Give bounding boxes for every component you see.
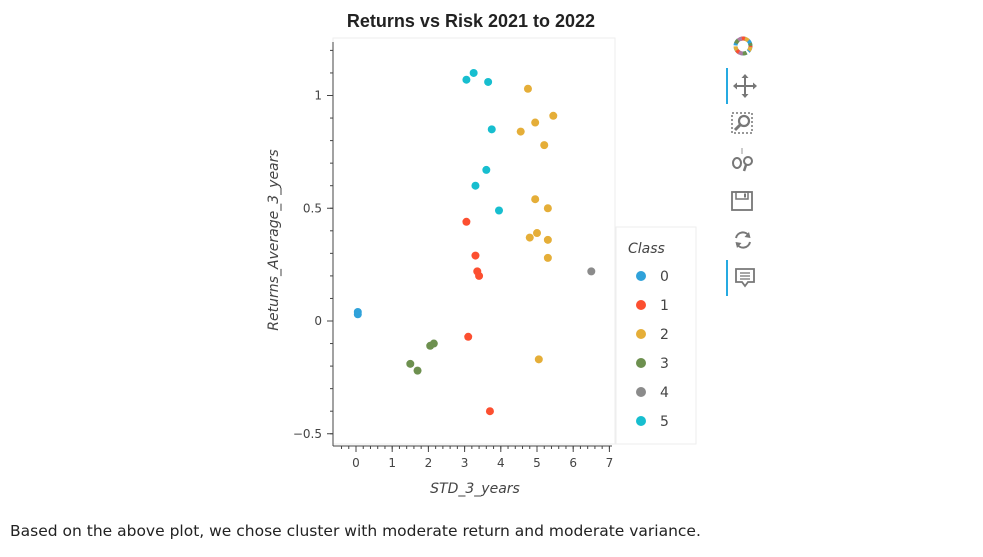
legend-marker	[636, 416, 646, 426]
legend-marker	[636, 329, 646, 339]
data-point-class-0	[353, 310, 362, 319]
y-tick-label: 1	[314, 89, 322, 103]
scatter-points	[353, 68, 596, 416]
data-point-class-1	[464, 332, 473, 341]
legend-label: 1	[660, 298, 669, 314]
plot-frame	[332, 37, 616, 445]
y-axis-ticks: −0.5 0 0.5 1	[293, 49, 333, 441]
data-point-class-2	[533, 229, 541, 238]
plot-toolbar	[722, 32, 762, 302]
data-point-class-3	[413, 366, 422, 375]
x-axis-title: STD_3_years	[430, 481, 520, 497]
data-point-class-5	[494, 206, 503, 215]
data-point-class-2	[525, 233, 534, 242]
x-tick-label: 4	[497, 456, 505, 470]
wheel-zoom-tool-icon[interactable]	[726, 148, 756, 176]
legend-title: Class	[628, 241, 665, 257]
data-point-class-2	[523, 84, 532, 93]
y-axis-title: Returns_Average_3_years	[266, 149, 282, 330]
data-point-class-2	[534, 355, 543, 364]
data-point-class-2	[543, 235, 552, 244]
data-point-class-2	[531, 118, 540, 127]
data-point-class-2	[540, 141, 549, 150]
data-point-class-5	[462, 75, 471, 84]
legend-box	[615, 226, 697, 445]
y-tick-label: −0.5	[293, 427, 322, 441]
x-axis-ticks: 0 1 2 3 4 5 6 7	[341, 446, 614, 470]
chart-title: Returns vs Risk 2021 to 2022	[347, 11, 595, 31]
data-point-class-3	[429, 339, 438, 348]
bokeh-logo-icon[interactable]	[726, 32, 756, 60]
data-point-class-5	[487, 125, 496, 134]
legend-items: 0 1 2 3 4 5	[636, 269, 669, 430]
data-point-class-2	[549, 111, 558, 120]
data-point-class-2	[543, 253, 552, 262]
legend-marker	[636, 300, 646, 310]
x-tick-label: 6	[569, 456, 577, 470]
legend-label: 0	[660, 269, 669, 285]
data-point-class-4	[587, 267, 596, 276]
save-tool-icon[interactable]	[726, 188, 756, 216]
x-tick-label: 5	[533, 456, 541, 470]
data-point-class-5	[469, 68, 478, 77]
data-point-class-1	[471, 251, 480, 260]
x-tick-label: 3	[461, 456, 469, 470]
data-point-class-5	[471, 181, 480, 190]
y-tick-label: 0.5	[303, 201, 322, 215]
legend-marker	[636, 387, 646, 397]
legend-label: 5	[660, 414, 669, 430]
legend-label: 2	[660, 327, 669, 343]
x-tick-label: 2	[425, 456, 433, 470]
y-tick-label: 0	[314, 314, 322, 328]
data-point-class-2	[543, 204, 552, 213]
legend-label: 4	[660, 385, 669, 401]
reset-tool-icon[interactable]	[726, 226, 756, 254]
data-point-class-1	[462, 217, 471, 226]
legend-label: 3	[660, 356, 669, 372]
x-tick-label: 0	[352, 456, 360, 470]
legend-marker	[636, 358, 646, 368]
legend-marker	[636, 271, 646, 281]
x-tick-label: 7	[606, 456, 614, 470]
data-point-class-2	[516, 127, 525, 136]
pan-tool-icon[interactable]	[726, 68, 758, 104]
caption-text: Based on the above plot, we chose cluste…	[10, 522, 701, 540]
x-tick-label: 1	[388, 456, 396, 470]
data-point-class-5	[484, 77, 493, 86]
data-point-class-1	[475, 271, 484, 280]
hover-tool-icon[interactable]	[726, 260, 758, 296]
data-point-class-2	[531, 195, 540, 204]
data-point-class-3	[406, 359, 415, 368]
data-point-class-1	[485, 407, 494, 416]
box-zoom-tool-icon[interactable]	[726, 110, 756, 138]
data-point-class-5	[482, 165, 491, 174]
